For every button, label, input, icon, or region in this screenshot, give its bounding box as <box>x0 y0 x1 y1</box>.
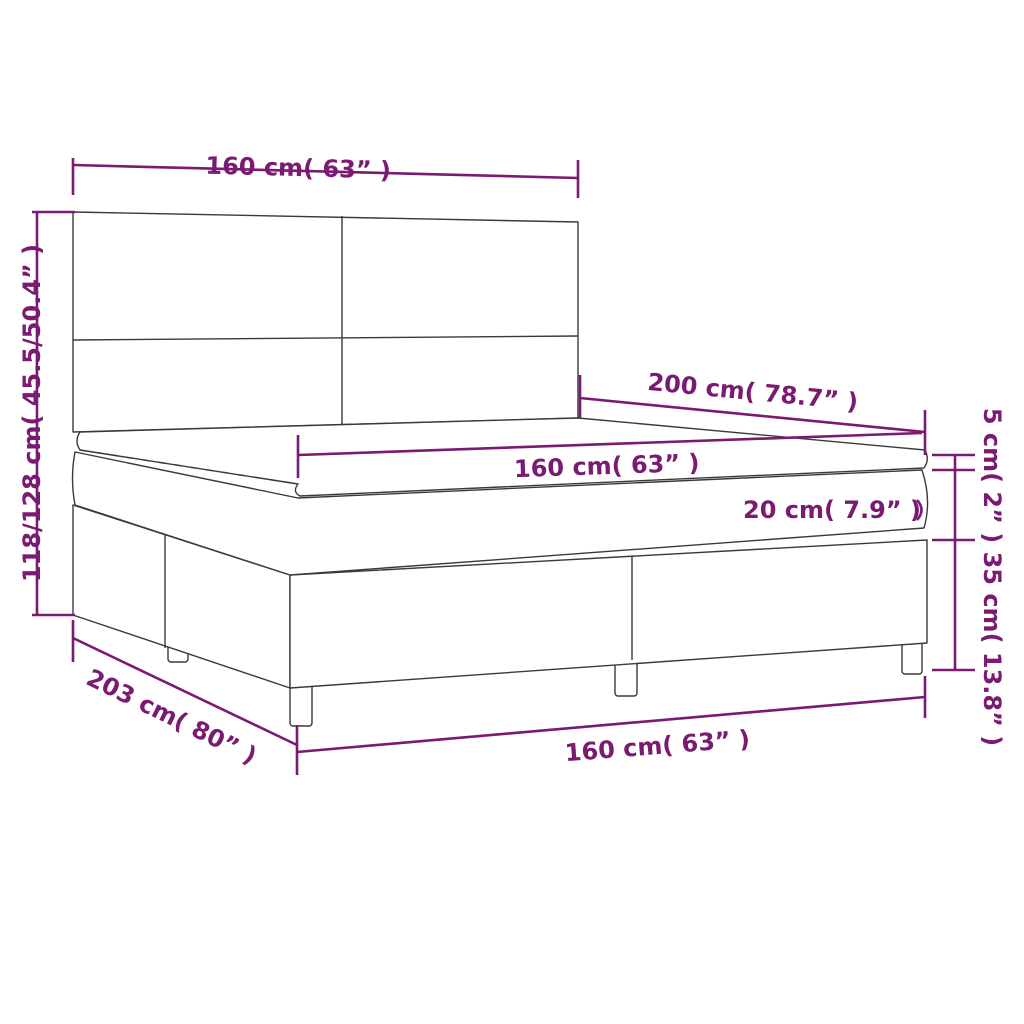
mattress-height-label: 20 cm( 7.9” ) <box>743 496 921 524</box>
leg-front-left <box>289 683 313 727</box>
total-length-label: 203 cm( 80” ) <box>82 664 261 770</box>
topper-edge <box>79 449 299 485</box>
headboard-width-label: 160 cm( 63” ) <box>205 152 391 185</box>
dimension-lines <box>32 158 975 775</box>
topper-base-height-label: 5 cm( 2” ) 35 cm( 13.8” ) <box>978 408 1006 746</box>
headboard-horizontal-divider <box>72 335 579 341</box>
total-height-label: 118/128 cm( 45.5/50.4” ) <box>18 244 46 582</box>
base-front <box>289 539 928 689</box>
mattress <box>71 451 929 576</box>
base-width-label: 160 cm( 63” ) <box>564 725 751 767</box>
bed-drawing <box>71 211 929 727</box>
headboard <box>72 211 579 433</box>
mattress-width-label: 160 cm( 63” ) <box>514 449 700 483</box>
mattress-topper <box>76 417 928 497</box>
